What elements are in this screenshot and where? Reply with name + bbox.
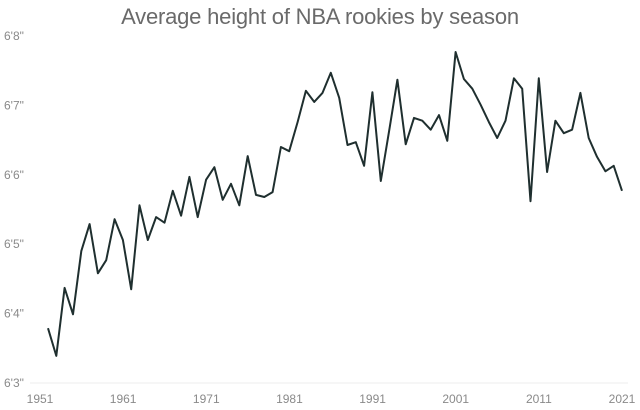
y-tick-label: 6'6" (4, 168, 24, 182)
x-tick-label: 2001 (442, 392, 469, 406)
x-tick-label: 1981 (276, 392, 303, 406)
y-axis: 6'3" 6'4" 6'5" 6'6" 6'7" 6'8" (4, 29, 24, 390)
x-tick-label: 2011 (526, 392, 552, 406)
y-tick-label: 6'3" (4, 376, 24, 390)
height-series-line (47, 51, 623, 357)
y-tick-label: 6'4" (4, 307, 24, 321)
x-tick-label: 1961 (110, 392, 137, 406)
y-tick-label: 6'7" (4, 98, 24, 112)
chart-title: Average height of NBA rookies by season (121, 4, 519, 29)
x-tick-label: 2021 (609, 392, 636, 406)
x-axis: 1951 1961 1971 1981 1991 2001 2011 2021 (27, 392, 636, 406)
x-tick-label: 1951 (27, 392, 54, 406)
x-tick-label: 1991 (359, 392, 386, 406)
y-tick-label: 6'5" (4, 237, 24, 251)
x-tick-label: 1971 (193, 392, 220, 406)
y-tick-label: 6'8" (4, 29, 24, 43)
